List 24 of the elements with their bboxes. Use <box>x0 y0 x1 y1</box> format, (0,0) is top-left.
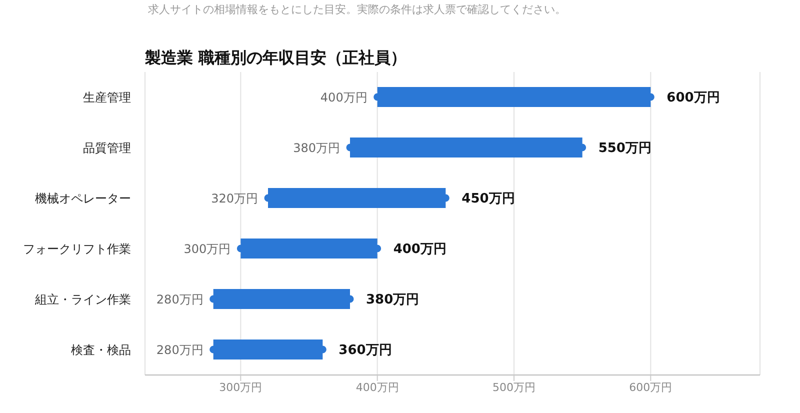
data-label: 450万円 <box>462 192 515 207</box>
annotation: 280万円 <box>156 343 204 358</box>
x-tick-label: 400万円 <box>356 380 399 394</box>
data-label: 600万円 <box>666 90 720 106</box>
annotation: 320万円 <box>211 192 258 206</box>
text: 求人サイトの相場情報をもとにした目安。実際の条件は求人票で確認してください。 <box>148 2 566 17</box>
y-tick-label: 検査・検品 <box>71 343 131 358</box>
y-tick-label: 生産管理 <box>83 90 131 105</box>
y-tick-label: フォークリフト作業 <box>23 242 131 256</box>
data-label: 380万円 <box>366 292 420 308</box>
x-tick-label: 300万円 <box>219 380 262 394</box>
data-label: 400万円 <box>393 242 446 258</box>
data-label: 550万円 <box>598 141 652 156</box>
annotation: 400万円 <box>320 90 368 105</box>
data-label: 360万円 <box>338 343 392 358</box>
y-tick-label: 品質管理 <box>83 141 131 156</box>
y-tick-label: 組立・ライン作業 <box>34 292 131 307</box>
x-tick-label: 500万円 <box>492 380 536 394</box>
chart-title: 製造業 職種別の年収目安（正社員） <box>145 48 407 69</box>
y-tick-label: 機械オペレーター <box>35 192 131 206</box>
annotation: 280万円 <box>156 292 204 307</box>
x-tick-label: 600万円 <box>629 380 672 394</box>
annotation: 300万円 <box>184 242 231 256</box>
annotation: 380万円 <box>293 141 340 156</box>
